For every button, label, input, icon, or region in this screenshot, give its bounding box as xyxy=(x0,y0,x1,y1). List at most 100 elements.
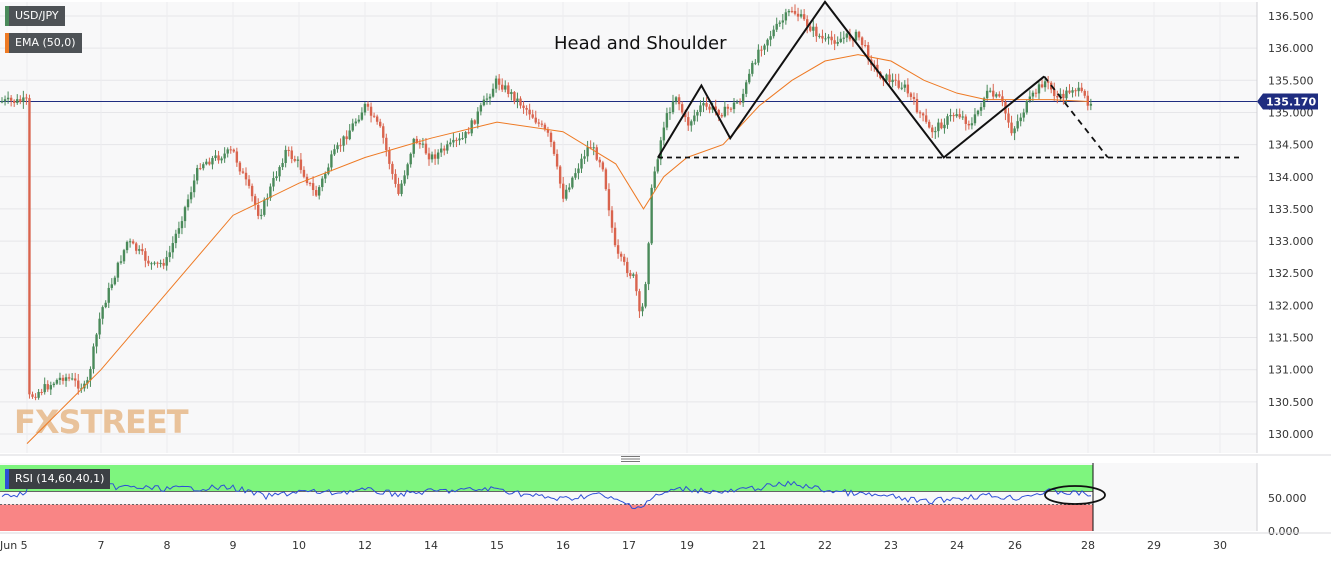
candle-body xyxy=(324,173,327,179)
candle xyxy=(52,381,56,388)
candle xyxy=(70,373,74,381)
candle xyxy=(726,104,730,116)
candle xyxy=(680,101,684,115)
candle-body xyxy=(272,178,275,187)
candle xyxy=(507,82,510,98)
candle xyxy=(250,183,254,202)
candle-body xyxy=(812,26,815,31)
candle xyxy=(674,96,678,105)
candle-body xyxy=(455,139,458,141)
candle xyxy=(467,127,470,135)
candle-body xyxy=(174,233,178,244)
candle-body xyxy=(86,380,89,384)
candle-body xyxy=(135,243,138,251)
candle xyxy=(690,119,693,132)
pane-resize-handle[interactable] xyxy=(621,456,640,462)
candle xyxy=(223,147,226,163)
candle xyxy=(19,95,22,105)
price-tick-label: 130.500 xyxy=(1268,396,1314,409)
candle xyxy=(199,163,202,171)
candle xyxy=(232,148,235,153)
candle-body xyxy=(924,115,928,122)
candle-body xyxy=(211,158,214,165)
candle xyxy=(275,171,278,181)
candle-body xyxy=(1040,84,1044,88)
candle-body xyxy=(488,96,492,99)
rsi-label: RSI (14,60,40,1) xyxy=(15,472,105,485)
candle-body xyxy=(1016,121,1019,129)
candle xyxy=(931,124,934,138)
candle xyxy=(379,118,382,128)
candle-body xyxy=(446,144,449,151)
candle-body xyxy=(464,132,467,139)
candle xyxy=(531,109,534,119)
candle-body xyxy=(257,204,260,216)
candle xyxy=(894,73,897,86)
candle xyxy=(918,110,922,119)
candle-body xyxy=(281,162,284,168)
candle-body xyxy=(16,99,19,103)
candle-body xyxy=(824,38,827,40)
candle-body xyxy=(653,171,656,188)
candle xyxy=(119,255,123,265)
candle-body xyxy=(729,108,733,110)
candle xyxy=(671,94,675,115)
candle-body xyxy=(793,11,797,14)
candle-body xyxy=(708,106,711,110)
candle xyxy=(46,380,49,392)
candle xyxy=(394,169,397,188)
candle-body xyxy=(732,102,736,110)
candle xyxy=(491,83,495,98)
x-tick-label: Jun 5 xyxy=(0,539,28,552)
candle xyxy=(360,107,364,121)
candle-body xyxy=(412,138,415,154)
candle xyxy=(1022,108,1025,122)
candle xyxy=(745,79,748,98)
candle xyxy=(482,95,486,107)
price-tick-label: 135.500 xyxy=(1268,74,1314,87)
candle xyxy=(67,373,71,382)
candle-body xyxy=(1071,90,1074,93)
ema-badge[interactable]: EMA (50,0) xyxy=(5,33,82,53)
candle xyxy=(632,272,635,279)
head-shoulder-pattern-line xyxy=(657,0,1045,159)
candle-body xyxy=(784,12,788,21)
candle-body xyxy=(3,99,7,102)
candle xyxy=(89,366,92,387)
symbol-color-marker xyxy=(5,6,9,26)
candle xyxy=(857,30,861,41)
rsi-overbought-zone xyxy=(0,465,1093,492)
candle xyxy=(400,180,403,197)
candle-body xyxy=(790,10,794,12)
candle-body xyxy=(629,273,632,276)
candle xyxy=(1034,88,1038,98)
candle xyxy=(705,97,708,111)
candle-body xyxy=(89,368,92,381)
candle xyxy=(995,92,998,99)
candle-body xyxy=(565,189,568,199)
candle-body xyxy=(418,142,422,145)
symbol-badge[interactable]: USD/JPY xyxy=(5,6,65,26)
candle-body xyxy=(964,116,967,124)
candle-body xyxy=(931,127,934,133)
candle-body xyxy=(64,377,68,381)
candle xyxy=(391,161,394,180)
candle xyxy=(333,144,336,156)
candle xyxy=(220,156,223,164)
candle xyxy=(906,78,910,98)
candle xyxy=(418,139,422,149)
candle-body xyxy=(696,111,699,116)
candle xyxy=(107,282,110,308)
candle xyxy=(1083,89,1086,99)
candle xyxy=(34,393,37,401)
candle-body xyxy=(452,139,455,143)
price-tick-label: 132.500 xyxy=(1268,267,1314,280)
candle-body xyxy=(449,142,452,145)
candle-body xyxy=(903,84,906,88)
candle-body xyxy=(241,171,245,173)
candle xyxy=(354,118,357,127)
symbol-label: USD/JPY xyxy=(15,9,59,22)
candle-body xyxy=(342,136,345,146)
rsi-badge[interactable]: RSI (14,60,40,1) xyxy=(5,469,111,489)
